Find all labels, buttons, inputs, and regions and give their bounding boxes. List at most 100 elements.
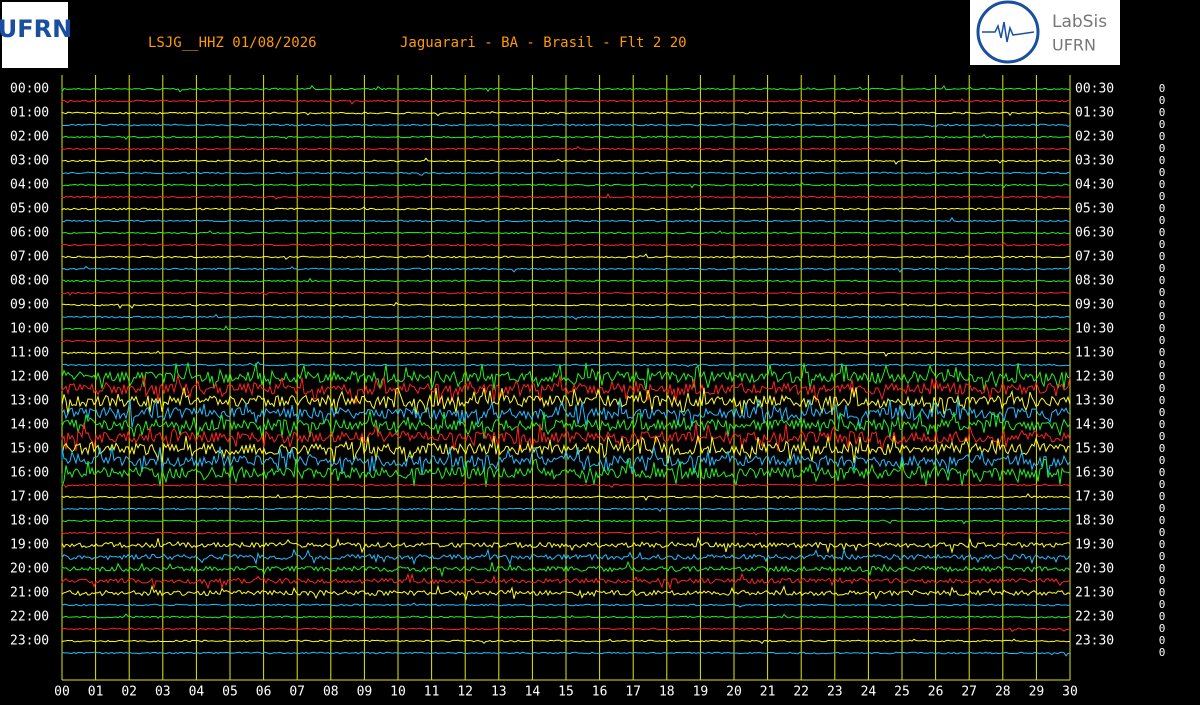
right-count: 0: [1159, 142, 1166, 155]
ufrn-logo-text: UFRN: [0, 15, 72, 43]
right-time-label: 17:30: [1075, 490, 1114, 505]
left-time-label: 14:00: [10, 418, 49, 433]
left-time-label: 06:00: [10, 226, 49, 241]
trace: [61, 627, 1071, 633]
right-time-label: 04:30: [1075, 178, 1114, 193]
left-time-label: 13:00: [10, 394, 49, 409]
right-count: 0: [1159, 490, 1166, 503]
x-tick-label: 24: [861, 685, 877, 700]
right-count: 0: [1159, 622, 1166, 635]
left-time-label: 09:00: [10, 298, 49, 313]
x-tick-label: 04: [189, 685, 205, 700]
right-count: 0: [1159, 130, 1166, 143]
right-count: 0: [1159, 106, 1166, 119]
right-count: 0: [1159, 610, 1166, 623]
labsis-logo-ring: [976, 0, 1040, 64]
trace: [61, 301, 1071, 309]
right-time-label: 20:30: [1075, 562, 1114, 577]
trace: [61, 265, 1071, 274]
right-count: 0: [1159, 82, 1166, 95]
trace: [61, 613, 1071, 619]
trace: [61, 193, 1071, 200]
trace: [61, 157, 1071, 165]
left-time-label: 21:00: [10, 586, 49, 601]
x-tick-label: 02: [121, 685, 137, 700]
right-count: 0: [1159, 502, 1166, 515]
right-time-label: 07:30: [1075, 250, 1114, 265]
right-time-label: 16:30: [1075, 466, 1114, 481]
right-count: 0: [1159, 118, 1166, 131]
right-time-label: 18:30: [1075, 514, 1114, 529]
x-tick-label: 01: [88, 685, 104, 700]
x-tick-label: 25: [894, 685, 910, 700]
right-count: 0: [1159, 634, 1166, 647]
right-count: 0: [1159, 286, 1166, 299]
right-time-label: 15:30: [1075, 442, 1114, 457]
trace: [61, 434, 1071, 464]
right-time-label: 10:30: [1075, 322, 1114, 337]
trace: [61, 84, 1071, 94]
right-count: 0: [1159, 298, 1166, 311]
left-time-label: 07:00: [10, 250, 49, 265]
x-tick-label: 07: [289, 685, 305, 700]
ufrn-logo: [2, 2, 68, 68]
right-count: 0: [1159, 598, 1166, 611]
right-count: 0: [1159, 226, 1166, 239]
labsis-logo-text: LabSis: [1052, 12, 1107, 32]
x-tick-label: 23: [827, 685, 843, 700]
trace: [61, 374, 1071, 405]
trace: [61, 325, 1071, 331]
trace: [61, 572, 1071, 590]
left-time-label: 11:00: [10, 346, 49, 361]
x-tick-label: 30: [1062, 685, 1078, 700]
right-time-label: 11:30: [1075, 346, 1114, 361]
right-time-label: 05:30: [1075, 202, 1114, 217]
right-count: 0: [1159, 574, 1166, 587]
trace: [61, 530, 1071, 536]
right-count: 0: [1159, 202, 1166, 215]
trace: [61, 145, 1071, 151]
right-count: 0: [1159, 442, 1166, 455]
left-time-label: 12:00: [10, 370, 49, 385]
right-count: 0: [1159, 178, 1166, 191]
right-count: 0: [1159, 562, 1166, 575]
trace: [61, 481, 1071, 489]
trace: [61, 547, 1071, 566]
right-count: 0: [1159, 94, 1166, 107]
right-count: 0: [1159, 334, 1166, 347]
trace: [61, 253, 1071, 260]
left-time-label: 04:00: [10, 178, 49, 193]
right-count: 0: [1159, 646, 1166, 659]
x-tick-label: 14: [525, 685, 541, 700]
trace: [61, 230, 1071, 235]
trace: [61, 584, 1071, 601]
left-time-label: 23:00: [10, 634, 49, 649]
x-tick-label: 16: [592, 685, 608, 700]
right-count: 0: [1159, 526, 1166, 539]
right-time-label: 09:30: [1075, 298, 1114, 313]
right-time-label: 19:30: [1075, 538, 1114, 553]
left-time-label: 18:00: [10, 514, 49, 529]
right-count: 0: [1159, 274, 1166, 287]
x-tick-label: 10: [390, 685, 406, 700]
location-title: Jaguarari - BA - Brasil - Flt 2 20: [400, 35, 687, 51]
x-tick-label: 20: [726, 685, 742, 700]
left-time-label: 01:00: [10, 106, 49, 121]
trace: [61, 638, 1071, 645]
trace: [61, 216, 1070, 223]
right-count: 0: [1159, 382, 1166, 395]
trace: [61, 338, 1071, 343]
right-count: 0: [1159, 394, 1166, 407]
trace: [61, 602, 1071, 608]
right-time-label: 02:30: [1075, 130, 1114, 145]
right-count: 0: [1159, 238, 1166, 251]
x-tick-label: 11: [424, 685, 440, 700]
x-tick-label: 12: [457, 685, 473, 700]
x-tick-label: 18: [659, 685, 675, 700]
trace: [61, 536, 1071, 555]
x-tick-label: 27: [961, 685, 977, 700]
trace: [61, 206, 1071, 211]
right-count: 0: [1159, 586, 1166, 599]
x-tick-label: 06: [256, 685, 272, 700]
right-time-label: 08:30: [1075, 274, 1114, 289]
